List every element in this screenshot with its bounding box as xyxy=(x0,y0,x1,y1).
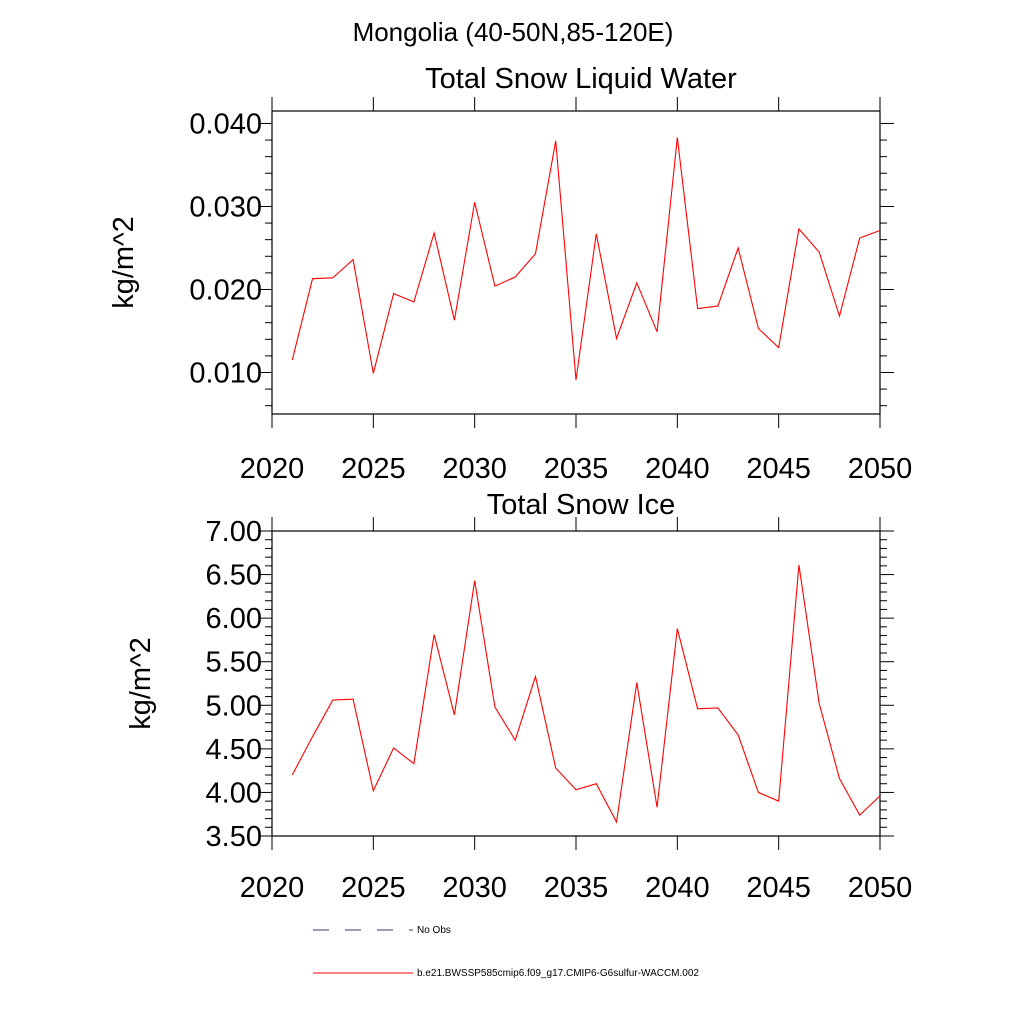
x-tick-label: 2045 xyxy=(746,872,811,904)
figure-title: Mongolia (40-50N,85-120E) xyxy=(353,17,674,47)
x-tick-label: 2020 xyxy=(240,872,305,904)
x-tick-label: 2030 xyxy=(442,453,507,485)
x-tick-label: 2020 xyxy=(240,453,305,485)
y-tick-label: 7.00 xyxy=(206,516,262,548)
panel-snow-liquid-water: Total Snow Liquid Water 0.010 0.020 0.030 0.… xyxy=(108,63,912,485)
x-tick-label: 2035 xyxy=(544,453,609,485)
x-tick-label: 2050 xyxy=(848,872,913,904)
x-tick-label: 2035 xyxy=(544,872,609,904)
panel-snow-ice: Total Snow Ice 3.50 4.00 4.50 5.00 5.50 6.00 6.… xyxy=(125,489,912,904)
x-tick-label: 2025 xyxy=(341,453,406,485)
legend-label-no-obs: No Obs xyxy=(417,925,451,936)
y-axis-label-snow-ice: kg/m^2 xyxy=(125,637,157,730)
plot-frame-liquid-water xyxy=(271,110,881,415)
x-tick-label: 2030 xyxy=(442,872,507,904)
panel-title-liquid-water: Total Snow Liquid Water xyxy=(425,63,737,95)
y-tick-label: 4.00 xyxy=(206,777,262,809)
x-tick-label: 2050 xyxy=(848,453,913,485)
series-line-snow-ice xyxy=(291,564,881,824)
y-tick-label: 0.030 xyxy=(189,191,262,223)
y-tick-label: 0.010 xyxy=(189,357,262,389)
y-tick-label: 5.50 xyxy=(206,647,262,679)
series-line-liquid-water xyxy=(291,137,881,381)
y-tick-label: 6.50 xyxy=(206,560,262,592)
x-tick-label: 2040 xyxy=(645,872,710,904)
y-tick-label: 5.00 xyxy=(206,690,262,722)
y-tick-label: 6.00 xyxy=(206,603,262,635)
y-axis-label-liquid-water: kg/m^2 xyxy=(108,216,140,309)
y-tick-label: 0.040 xyxy=(189,108,262,140)
x-tick-label: 2040 xyxy=(645,453,710,485)
x-tick-label: 2045 xyxy=(746,453,811,485)
panel-title-snow-ice: Total Snow Ice xyxy=(487,489,676,521)
y-tick-label: 4.50 xyxy=(206,734,262,766)
y-tick-label: 0.020 xyxy=(189,274,262,306)
y-tick-label: 3.50 xyxy=(206,821,262,853)
x-tick-label: 2025 xyxy=(341,872,406,904)
legend: No Obs b.e21.BWSSP585cmip6.f09_g17.CMIP6… xyxy=(313,925,699,979)
legend-label-model-run: b.e21.BWSSP585cmip6.f09_g17.CMIP6-G6sulf… xyxy=(417,968,699,979)
